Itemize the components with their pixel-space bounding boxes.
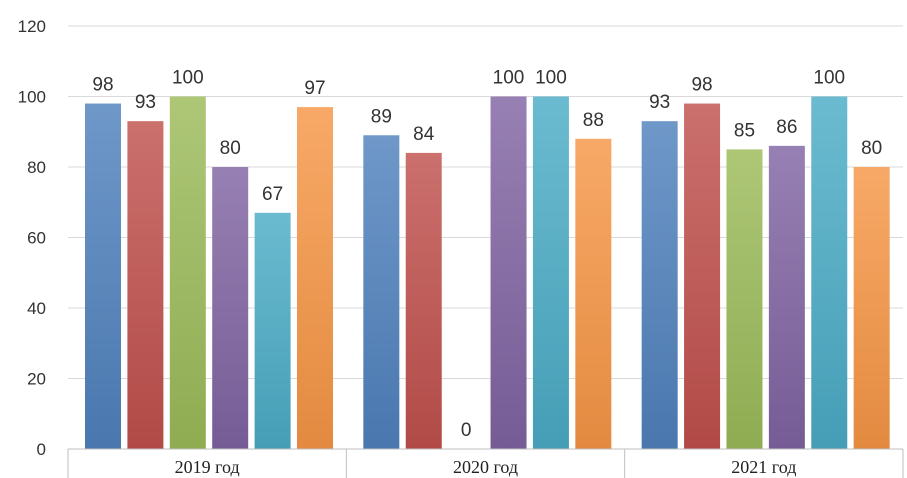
bar [169,96,206,449]
data-label: 89 [371,106,392,127]
x-axis [67,448,904,478]
bar [532,96,569,449]
data-label: 0 [461,420,472,441]
y-tick-label: 0 [37,440,46,459]
y-tick-label: 100 [18,88,46,107]
category-labels: 2019 год 2020 год 2021 год [175,457,797,477]
data-label: 85 [734,120,755,141]
data-label: 100 [535,68,567,89]
data-labels: 98 93 100 80 67 97 89 84 0 100 100 88 93 98 85 86 100 80 [92,68,882,442]
data-label: 86 [776,117,797,138]
gridlines [68,25,903,379]
bar [575,138,612,450]
data-label: 98 [691,75,712,96]
data-label: 100 [172,68,204,89]
y-tick-label: 80 [27,158,46,177]
bar [212,167,249,449]
data-label: 98 [92,75,113,96]
bar [254,212,291,449]
data-label: 100 [493,68,525,89]
category-label: 2021 год [731,457,796,477]
data-label: 80 [861,138,882,159]
data-label: 84 [413,124,435,145]
y-tick-label: 120 [18,17,46,36]
category-label: 2019 год [175,457,240,477]
bar [768,145,805,449]
bar [127,121,164,450]
bar [853,167,890,449]
bars [85,96,890,450]
bar [811,96,848,449]
data-label: 67 [262,184,283,205]
y-tick-label: 20 [27,370,46,389]
category-label: 2020 год [453,457,518,477]
bar [641,121,678,450]
bar [726,149,763,449]
data-label: 80 [220,138,241,159]
bar [684,103,721,450]
bar [297,107,333,449]
bar [85,103,121,450]
bar [405,152,442,449]
bar [363,135,400,449]
data-label: 97 [304,78,325,99]
data-label: 93 [649,92,670,113]
data-label: 100 [813,68,845,89]
data-label: 88 [583,110,604,131]
y-tick-label: 60 [27,229,46,248]
bar [490,96,527,449]
data-label: 93 [135,92,156,113]
y-tick-label: 40 [27,299,46,318]
y-axis-ticks: 0 20 40 60 80 100 120 [18,17,46,459]
